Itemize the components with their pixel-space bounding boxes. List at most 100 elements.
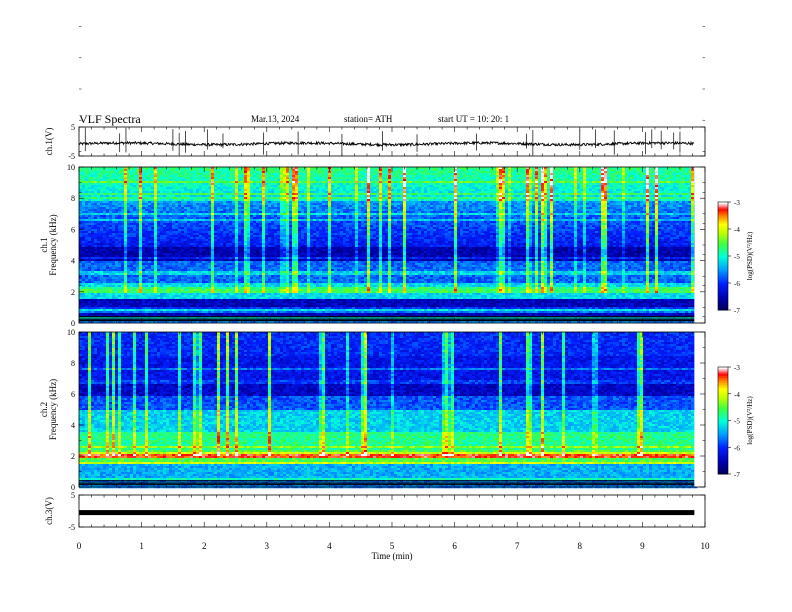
ch1-spec-cell (307, 195, 311, 198)
ch1-spec-cell (499, 167, 503, 170)
ch1-spec-cell (454, 187, 458, 190)
ch1-spec-cell (196, 169, 200, 172)
ch1-spec-cell (115, 199, 119, 202)
ch1-spec-cell (403, 179, 407, 182)
ch1-spec-cell (355, 209, 359, 212)
ch1-spec-cell (529, 205, 533, 208)
ch1-spec-cell (529, 181, 533, 184)
ch1-spec-cell (658, 189, 662, 192)
ch1-spec-cell (628, 179, 632, 182)
ch1-spec-cell (643, 169, 647, 172)
ch1-spec-cell (268, 189, 272, 192)
ch1-spec-cell (172, 209, 176, 212)
ch1-spec-cell (670, 179, 674, 182)
ch1-spec-cell (445, 195, 449, 198)
ch1-spec-cell (154, 169, 158, 172)
ch1-spec-cell (307, 213, 311, 216)
ch1-spec-cell (199, 167, 203, 170)
ch1-spec-cell (361, 207, 365, 210)
ch1-spec-cell (439, 207, 443, 210)
ch1-spec-cell (334, 207, 338, 210)
ch1-spec-cell (106, 173, 110, 176)
ch1-spec-cell (187, 189, 191, 192)
ch1-spec-cell (628, 193, 632, 196)
ch1-spec-cell (490, 189, 494, 192)
ch1-spec-cell (520, 171, 524, 174)
ch1-spec-cell (349, 213, 353, 216)
ch1-spec-cell (163, 211, 167, 214)
ch1-spec-cell (445, 185, 449, 188)
ch1-spec-cell (142, 185, 146, 188)
ch1-spec-cell (682, 193, 686, 196)
ch1-spikes (84, 127, 681, 156)
ch1-spec-cell (262, 209, 266, 212)
ch1-spec-cell (262, 187, 266, 190)
ch1-spec-cell (442, 171, 446, 174)
ch1-spec-cell (226, 203, 230, 206)
ch1-spec-cell (424, 209, 428, 212)
ch1-spec-cell (517, 175, 521, 178)
ch1-spec-cell (382, 169, 386, 172)
ch1-spec-cell (688, 183, 692, 186)
ch1-spec-cell (82, 213, 86, 216)
ch1-spec-cell (346, 179, 350, 182)
ch1-spec-cell (520, 173, 524, 176)
ch1-spec-cell (541, 183, 545, 186)
ch1-spec-cell (229, 183, 233, 186)
ch1-spec-cell (145, 181, 149, 184)
ch1-spec-cell (256, 207, 260, 210)
ch1-spec-cell (676, 185, 680, 188)
ch1-spec-cell (634, 199, 638, 202)
ch1-spec-cell (565, 169, 569, 172)
ch1-spec-cell (640, 173, 644, 176)
ch1-spec-cell (205, 177, 209, 180)
ch1-spec-cell (592, 177, 596, 180)
ch1-spec-cell (400, 167, 404, 170)
ch1-spec-cell (493, 187, 497, 190)
ch1-spec-cell (634, 169, 638, 172)
ch1-spec-cell (589, 195, 593, 198)
ch1-spec-cell (247, 193, 251, 196)
ch1-spec-cell (406, 169, 410, 172)
ch1-spec-cell (148, 181, 152, 184)
ch1-spec-cell (445, 203, 449, 206)
ch1-spec-cell (328, 193, 332, 196)
ch1-spec-cell (223, 195, 227, 198)
ch1-spec-cell (310, 173, 314, 176)
ch1-spec-cell (298, 169, 302, 172)
ch1-spec-cell (136, 181, 140, 184)
ch1-spec-cell (589, 207, 593, 210)
ch1-spec-cell (157, 197, 161, 200)
ch1-spec-cell (433, 205, 437, 208)
ch1-spec-cell (520, 175, 524, 178)
ch1-spec-cell (82, 199, 86, 202)
ch1-spec-cell (376, 177, 380, 180)
ch1-spec-cell (340, 175, 344, 178)
ch1-spec-cell (100, 175, 104, 178)
ch1-spec-cell (529, 167, 533, 170)
ch1-spec-cell (388, 213, 392, 216)
ch1-spec-cell (661, 201, 665, 204)
ch1-spec-cell (526, 183, 530, 186)
ch1-spec-cell (124, 189, 128, 192)
ch1-spec-cell (442, 203, 446, 206)
ch1-spec-cell (460, 199, 464, 202)
ch1-spec-cell (280, 187, 284, 190)
ch1-spec-cell (490, 183, 494, 186)
ch1-spec-cell (502, 199, 506, 202)
ch1-spec-cell (217, 201, 221, 204)
ch1-spec-cell (346, 199, 350, 202)
ch1-spec-cell (310, 183, 314, 186)
ch1-spec-cell (520, 193, 524, 196)
ch1-spec-cell (547, 193, 551, 196)
ch1-spec-cell (172, 175, 176, 178)
ch1-spec-cell (559, 185, 563, 188)
ch1-spec-cell (157, 169, 161, 172)
ch1-spec-cell (487, 207, 491, 210)
ch1-spec-cell (541, 197, 545, 200)
ch1-spec-cell (307, 211, 311, 214)
ch1-spec-cell (259, 195, 263, 198)
ch1-spec-cell (325, 211, 329, 214)
ch1-spec-cell (253, 201, 257, 204)
